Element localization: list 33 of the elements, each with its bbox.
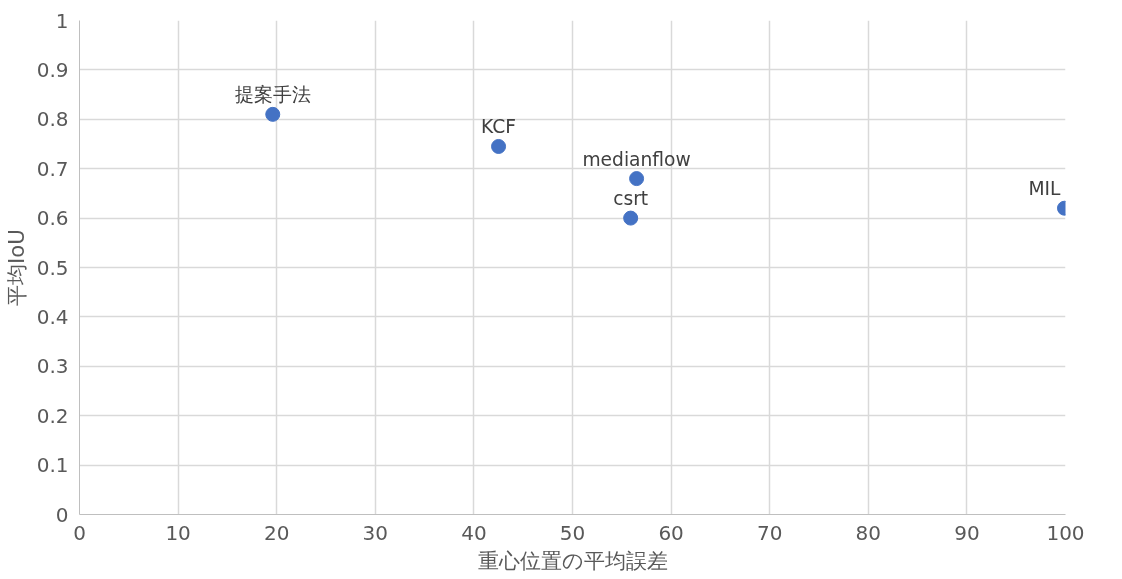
x-tick-label: 0 xyxy=(73,520,86,545)
x-tick-label: 50 xyxy=(559,520,586,545)
y-tick-label: 0.4 xyxy=(36,304,69,329)
y-axis-title: 平均IoU xyxy=(3,229,29,306)
y-tick-label: 0 xyxy=(55,502,69,527)
y-tick-label: 0.6 xyxy=(36,206,69,231)
y-tick-label: 0.5 xyxy=(36,255,69,280)
x-tick-label: 20 xyxy=(263,520,290,545)
x-tick-label: 60 xyxy=(658,520,684,545)
series-label: MIL xyxy=(1028,178,1062,200)
x-tick-label: 90 xyxy=(954,520,980,545)
point xyxy=(265,106,281,122)
series-label: 提案手法 xyxy=(234,84,311,106)
y-tick-label: 0.8 xyxy=(36,107,69,132)
series-label: csrt xyxy=(613,188,649,210)
y-tick-label: 0.9 xyxy=(36,57,69,82)
y-tick-label: 0.7 xyxy=(36,156,69,181)
x-tick-label: 40 xyxy=(461,520,487,545)
x-axis-title: 重心位置の平均誤差 xyxy=(477,547,668,573)
point xyxy=(629,171,645,187)
y-tick-label: 0.3 xyxy=(36,354,69,379)
x-tick-label: 10 xyxy=(165,520,191,545)
point xyxy=(623,210,639,226)
point xyxy=(491,138,507,154)
y-tick-label: 1 xyxy=(55,8,69,33)
x-tick-label: 30 xyxy=(362,520,389,545)
x-tick-label: 100 xyxy=(1046,520,1085,545)
series-label: KCF xyxy=(481,116,517,138)
y-tick-label: 0.1 xyxy=(36,453,69,478)
y-tick-label: 0.2 xyxy=(36,403,69,428)
series-label: medianflow xyxy=(582,148,691,170)
x-tick-label: 70 xyxy=(756,520,783,545)
x-tick-label: 80 xyxy=(855,520,882,545)
